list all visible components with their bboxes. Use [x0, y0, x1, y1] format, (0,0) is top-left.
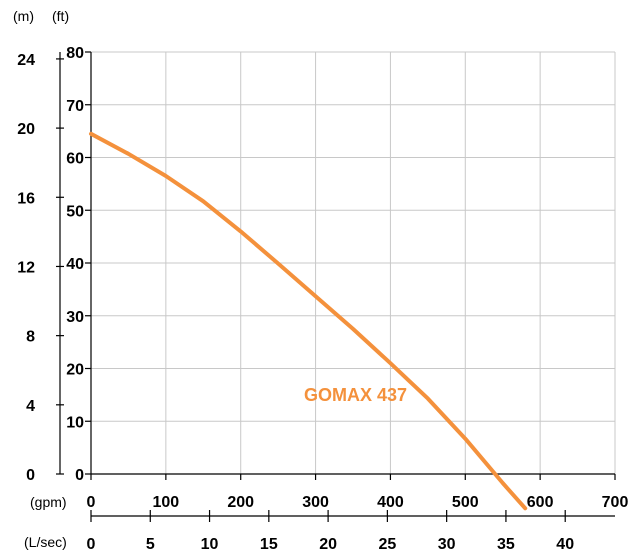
y-ft-tick-labels: 0 10 20 30 40 50 60 70 80	[66, 45, 84, 484]
unit-label-lsec: (L/sec)	[24, 534, 67, 550]
x-gpm-tick-label: 500	[452, 494, 479, 511]
x-gpm-tick-label: 300	[302, 494, 329, 511]
x-lsec-tick-label: 35	[497, 536, 515, 553]
y-ft-tick-label: 60	[66, 151, 84, 168]
x-lsec-tick-label: 25	[378, 536, 396, 553]
y-m-tick-label: 8	[26, 329, 35, 346]
x-gpm-tick-label: 100	[153, 494, 180, 511]
x-gpm-tick-label: 600	[527, 494, 554, 511]
y-ft-tick-label: 20	[66, 362, 84, 379]
y-ft-tick-label: 70	[66, 98, 84, 115]
y-m-tick-label: 16	[17, 190, 35, 207]
x-gpm-tick-labels: 0 100 200 300 400 500 600 700	[87, 494, 629, 511]
y-m-tick-label: 12	[17, 259, 35, 276]
x-lsec-tick-label: 20	[319, 536, 337, 553]
y-ft-tick-label: 30	[66, 309, 84, 326]
series-label-gomax-437: GOMAX 437	[304, 385, 407, 405]
x-lsec-tick-label: 10	[201, 536, 219, 553]
y-m-tick-label: 24	[17, 52, 35, 69]
x-gpm-tick-label: 200	[227, 494, 254, 511]
x-lsec-tick-label: 15	[260, 536, 278, 553]
y-ft-tick-label: 80	[66, 45, 84, 62]
y-ft-tick-label: 40	[66, 256, 84, 273]
x-lsec-tick-labels: 0 5 10 15 20 25 30 35 40	[87, 536, 575, 553]
y-m-tick-labels: 0 4 8 12 16 20 24	[17, 52, 35, 484]
y-ft-tick-label: 0	[75, 467, 84, 484]
y-m-tick-label: 0	[26, 467, 35, 484]
x-lsec-tick-label: 30	[438, 536, 456, 553]
y-m-tick-label: 4	[26, 398, 35, 415]
unit-label-ft: (ft)	[52, 8, 69, 24]
unit-label-gpm: (gpm)	[30, 494, 67, 510]
x-lsec-tick-label: 0	[87, 536, 96, 553]
y-ft-tick-label: 10	[66, 414, 84, 431]
y-m-tick-label: 20	[17, 121, 35, 138]
grid-lines	[91, 51, 616, 474]
x-lsec-tick-label: 40	[556, 536, 574, 553]
series	[89, 131, 528, 511]
x-lsec-tick-label: 5	[146, 536, 155, 553]
x-gpm-tick-label: 400	[377, 494, 404, 511]
y-ft-tick-label: 50	[66, 203, 84, 220]
series-line-gomax-437	[89, 131, 528, 511]
x-gpm-tick-label: 0	[87, 494, 96, 511]
unit-label-m: (m)	[13, 8, 34, 24]
axes	[56, 51, 616, 522]
x-gpm-tick-label: 700	[602, 494, 629, 511]
